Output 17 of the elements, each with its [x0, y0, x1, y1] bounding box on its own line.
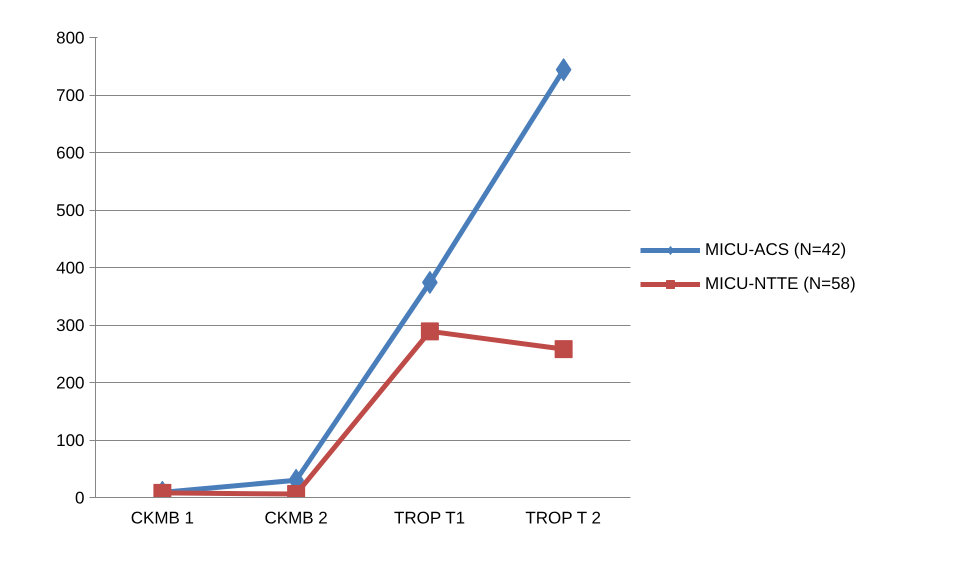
x-tick-label: CKMB 2	[264, 508, 328, 528]
x-tick-label: CKMB 1	[130, 508, 194, 528]
y-tick-label: 500	[56, 201, 85, 220]
x-tick-label: TROP T1	[394, 508, 466, 528]
y-tick-label: 100	[56, 431, 85, 450]
y-tick-label: 700	[56, 86, 85, 105]
point	[420, 322, 439, 340]
y-tick-label: 200	[56, 374, 85, 392]
y-tick-label: 600	[56, 144, 85, 162]
legend-label: MICU-NTTE (N=58)	[705, 274, 856, 294]
legend-label: MICU-ACS (N=42)	[705, 240, 846, 260]
y-tick-label: 400	[56, 258, 85, 278]
x-tick-label: TROP T 2	[525, 508, 601, 528]
point	[554, 340, 573, 358]
y-tick-label: 0	[75, 488, 85, 508]
y-tick-label: 800	[56, 28, 85, 48]
y-tick-label: 300	[56, 316, 85, 335]
